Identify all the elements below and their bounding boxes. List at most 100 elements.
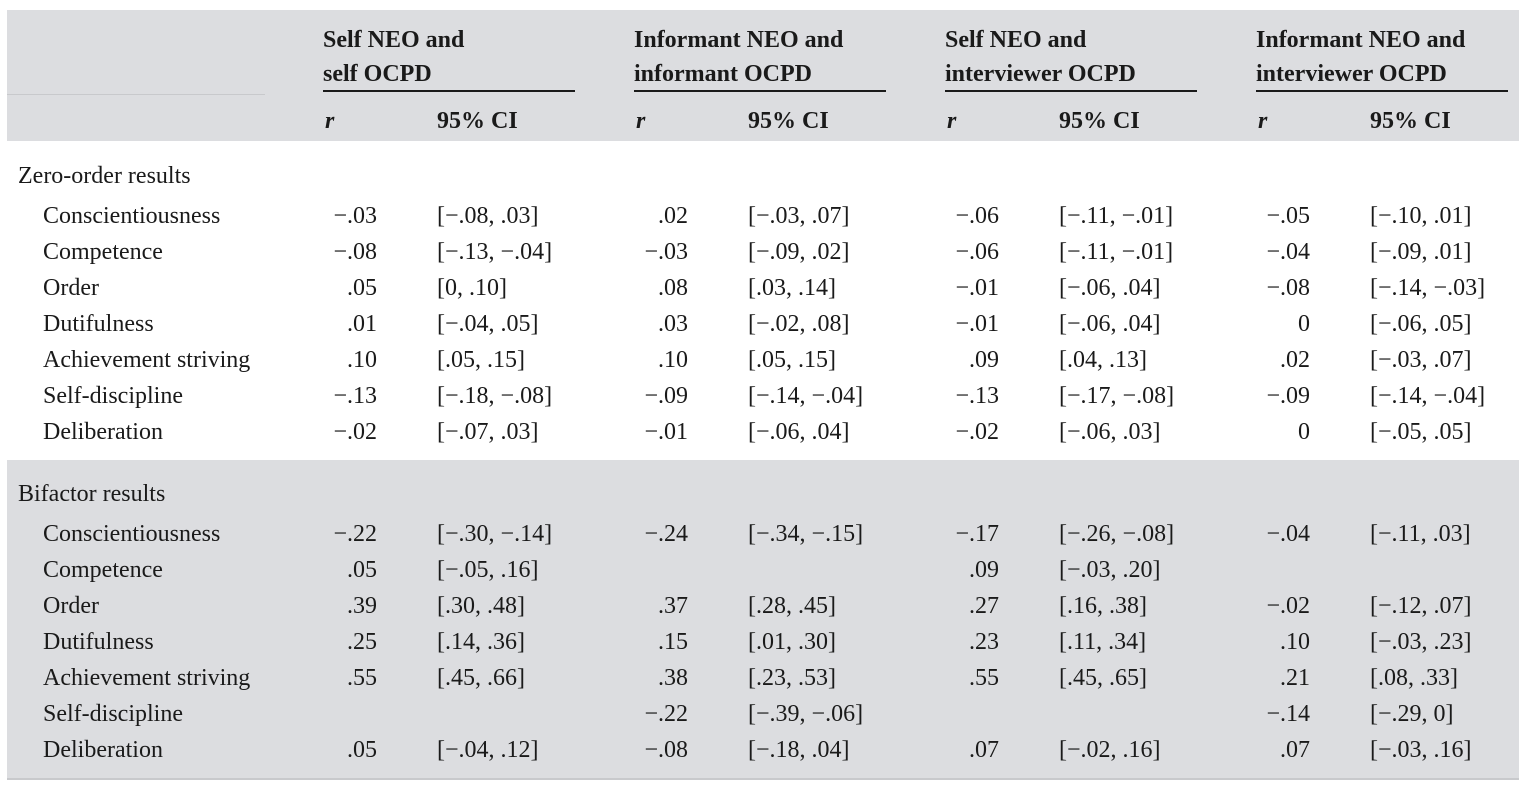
row-label: Achievement striving [43, 665, 251, 691]
cell-ci: [−.11, −.01] [1059, 239, 1174, 265]
cell-ci: [−.02, .08] [748, 311, 850, 337]
cell-r: −.14 [1266, 701, 1310, 727]
cell-ci: [−.05, .05] [1370, 419, 1472, 445]
cell-ci: [.05, .15] [437, 347, 525, 373]
cell-r: −.06 [955, 239, 999, 265]
cell-ci: [−.17, −.08] [1059, 383, 1175, 409]
cell-ci: [−.06, .04] [1059, 275, 1161, 301]
cell-r: −.05 [1266, 203, 1310, 229]
cell-r: −.03 [333, 203, 377, 229]
row-label: Conscientiousness [43, 521, 221, 547]
cell-r: −.02 [955, 419, 999, 445]
row-label: Deliberation [43, 737, 163, 763]
group-underline [634, 90, 886, 92]
cell-ci: [−.06, .04] [748, 419, 850, 445]
cell-r: −.22 [333, 521, 377, 547]
cell-ci: [−.09, .02] [748, 239, 850, 265]
cell-r: .23 [969, 629, 999, 655]
cell-r: −.06 [955, 203, 999, 229]
cell-ci: [.45, .65] [1059, 665, 1147, 691]
group-underline [945, 90, 1197, 92]
cell-r: −.08 [644, 737, 688, 763]
cell-ci: [−.09, .01] [1370, 239, 1472, 265]
cell-r: −.13 [955, 383, 999, 409]
cell-ci: [.28, .45] [748, 593, 836, 619]
col-header-r: r [947, 108, 957, 134]
cell-ci: [0, .10] [437, 275, 507, 301]
cell-r: −.17 [955, 521, 999, 547]
cell-r: .05 [347, 275, 377, 301]
cell-r: .10 [1280, 629, 1310, 655]
cell-ci: [−.03, .20] [1059, 557, 1161, 583]
cell-r: .08 [658, 275, 688, 301]
cell-ci: [−.04, .12] [437, 737, 539, 763]
col-header-ci: 95% CI [437, 108, 518, 134]
cell-r: 0 [1298, 311, 1310, 337]
cell-ci: [.30, .48] [437, 593, 525, 619]
cell-ci: [−.07, .03] [437, 419, 539, 445]
cell-ci: [−.12, .07] [1370, 593, 1472, 619]
cell-r: .05 [347, 557, 377, 583]
col-header-ci: 95% CI [1059, 108, 1140, 134]
col-header-r: r [636, 108, 646, 134]
cell-ci: [−.03, .07] [748, 203, 850, 229]
group-header-line2: self OCPD [323, 61, 432, 87]
cell-r: −.02 [1266, 593, 1310, 619]
cell-r: −.01 [644, 419, 688, 445]
cell-ci: [−.14, −.03] [1370, 275, 1486, 301]
cell-ci: [−.26, −.08] [1059, 521, 1175, 547]
cell-ci: [−.08, .03] [437, 203, 539, 229]
bottom-rule [7, 778, 1519, 780]
cell-r: .05 [347, 737, 377, 763]
cell-r: −.24 [644, 521, 688, 547]
cell-ci: [−.05, .16] [437, 557, 539, 583]
row-label: Conscientiousness [43, 203, 221, 229]
cell-ci: [−.03, .07] [1370, 347, 1472, 373]
cell-r: .01 [347, 311, 377, 337]
cell-r: .39 [347, 593, 377, 619]
cell-r: .55 [969, 665, 999, 691]
cell-ci: [−.18, .04] [748, 737, 850, 763]
row-label: Competence [43, 239, 163, 265]
cell-r: .25 [347, 629, 377, 655]
cell-r: .07 [1280, 737, 1310, 763]
section-title: Zero-order results [18, 163, 191, 189]
col-header-ci: 95% CI [748, 108, 829, 134]
cell-r: −.09 [1266, 383, 1310, 409]
cell-r: −.04 [1266, 521, 1310, 547]
cell-ci: [−.10, .01] [1370, 203, 1472, 229]
header-band [7, 10, 1519, 141]
header-separator [7, 94, 265, 95]
cell-r: −.08 [1266, 275, 1310, 301]
cell-r: −.09 [644, 383, 688, 409]
cell-r: .02 [1280, 347, 1310, 373]
cell-ci: [−.02, .16] [1059, 737, 1161, 763]
row-label: Self-discipline [43, 383, 183, 409]
cell-ci: [−.29, 0] [1370, 701, 1454, 727]
group-header-line1: Self NEO and [945, 27, 1087, 53]
cell-ci: [−.39, −.06] [748, 701, 864, 727]
cell-r: .02 [658, 203, 688, 229]
cell-r: .27 [969, 593, 999, 619]
cell-ci: [−.11, .03] [1370, 521, 1471, 547]
col-header-r: r [325, 108, 335, 134]
group-underline [1256, 90, 1508, 92]
cell-ci: [−.04, .05] [437, 311, 539, 337]
cell-ci: [.08, .33] [1370, 665, 1458, 691]
cell-ci: [−.06, .03] [1059, 419, 1161, 445]
row-label: Dutifulness [43, 311, 154, 337]
cell-r: .37 [658, 593, 688, 619]
section-title: Bifactor results [18, 481, 166, 507]
row-label: Deliberation [43, 419, 163, 445]
col-header-ci: 95% CI [1370, 108, 1451, 134]
group-header-line2: interviewer OCPD [1256, 61, 1447, 87]
cell-r: .15 [658, 629, 688, 655]
row-label: Order [43, 275, 99, 301]
cell-r: −.13 [333, 383, 377, 409]
cell-ci: [−.03, .16] [1370, 737, 1472, 763]
group-header-line2: informant OCPD [634, 61, 812, 87]
row-label: Achievement striving [43, 347, 251, 373]
cell-r: .09 [969, 347, 999, 373]
cell-r: −.03 [644, 239, 688, 265]
cell-r: .09 [969, 557, 999, 583]
